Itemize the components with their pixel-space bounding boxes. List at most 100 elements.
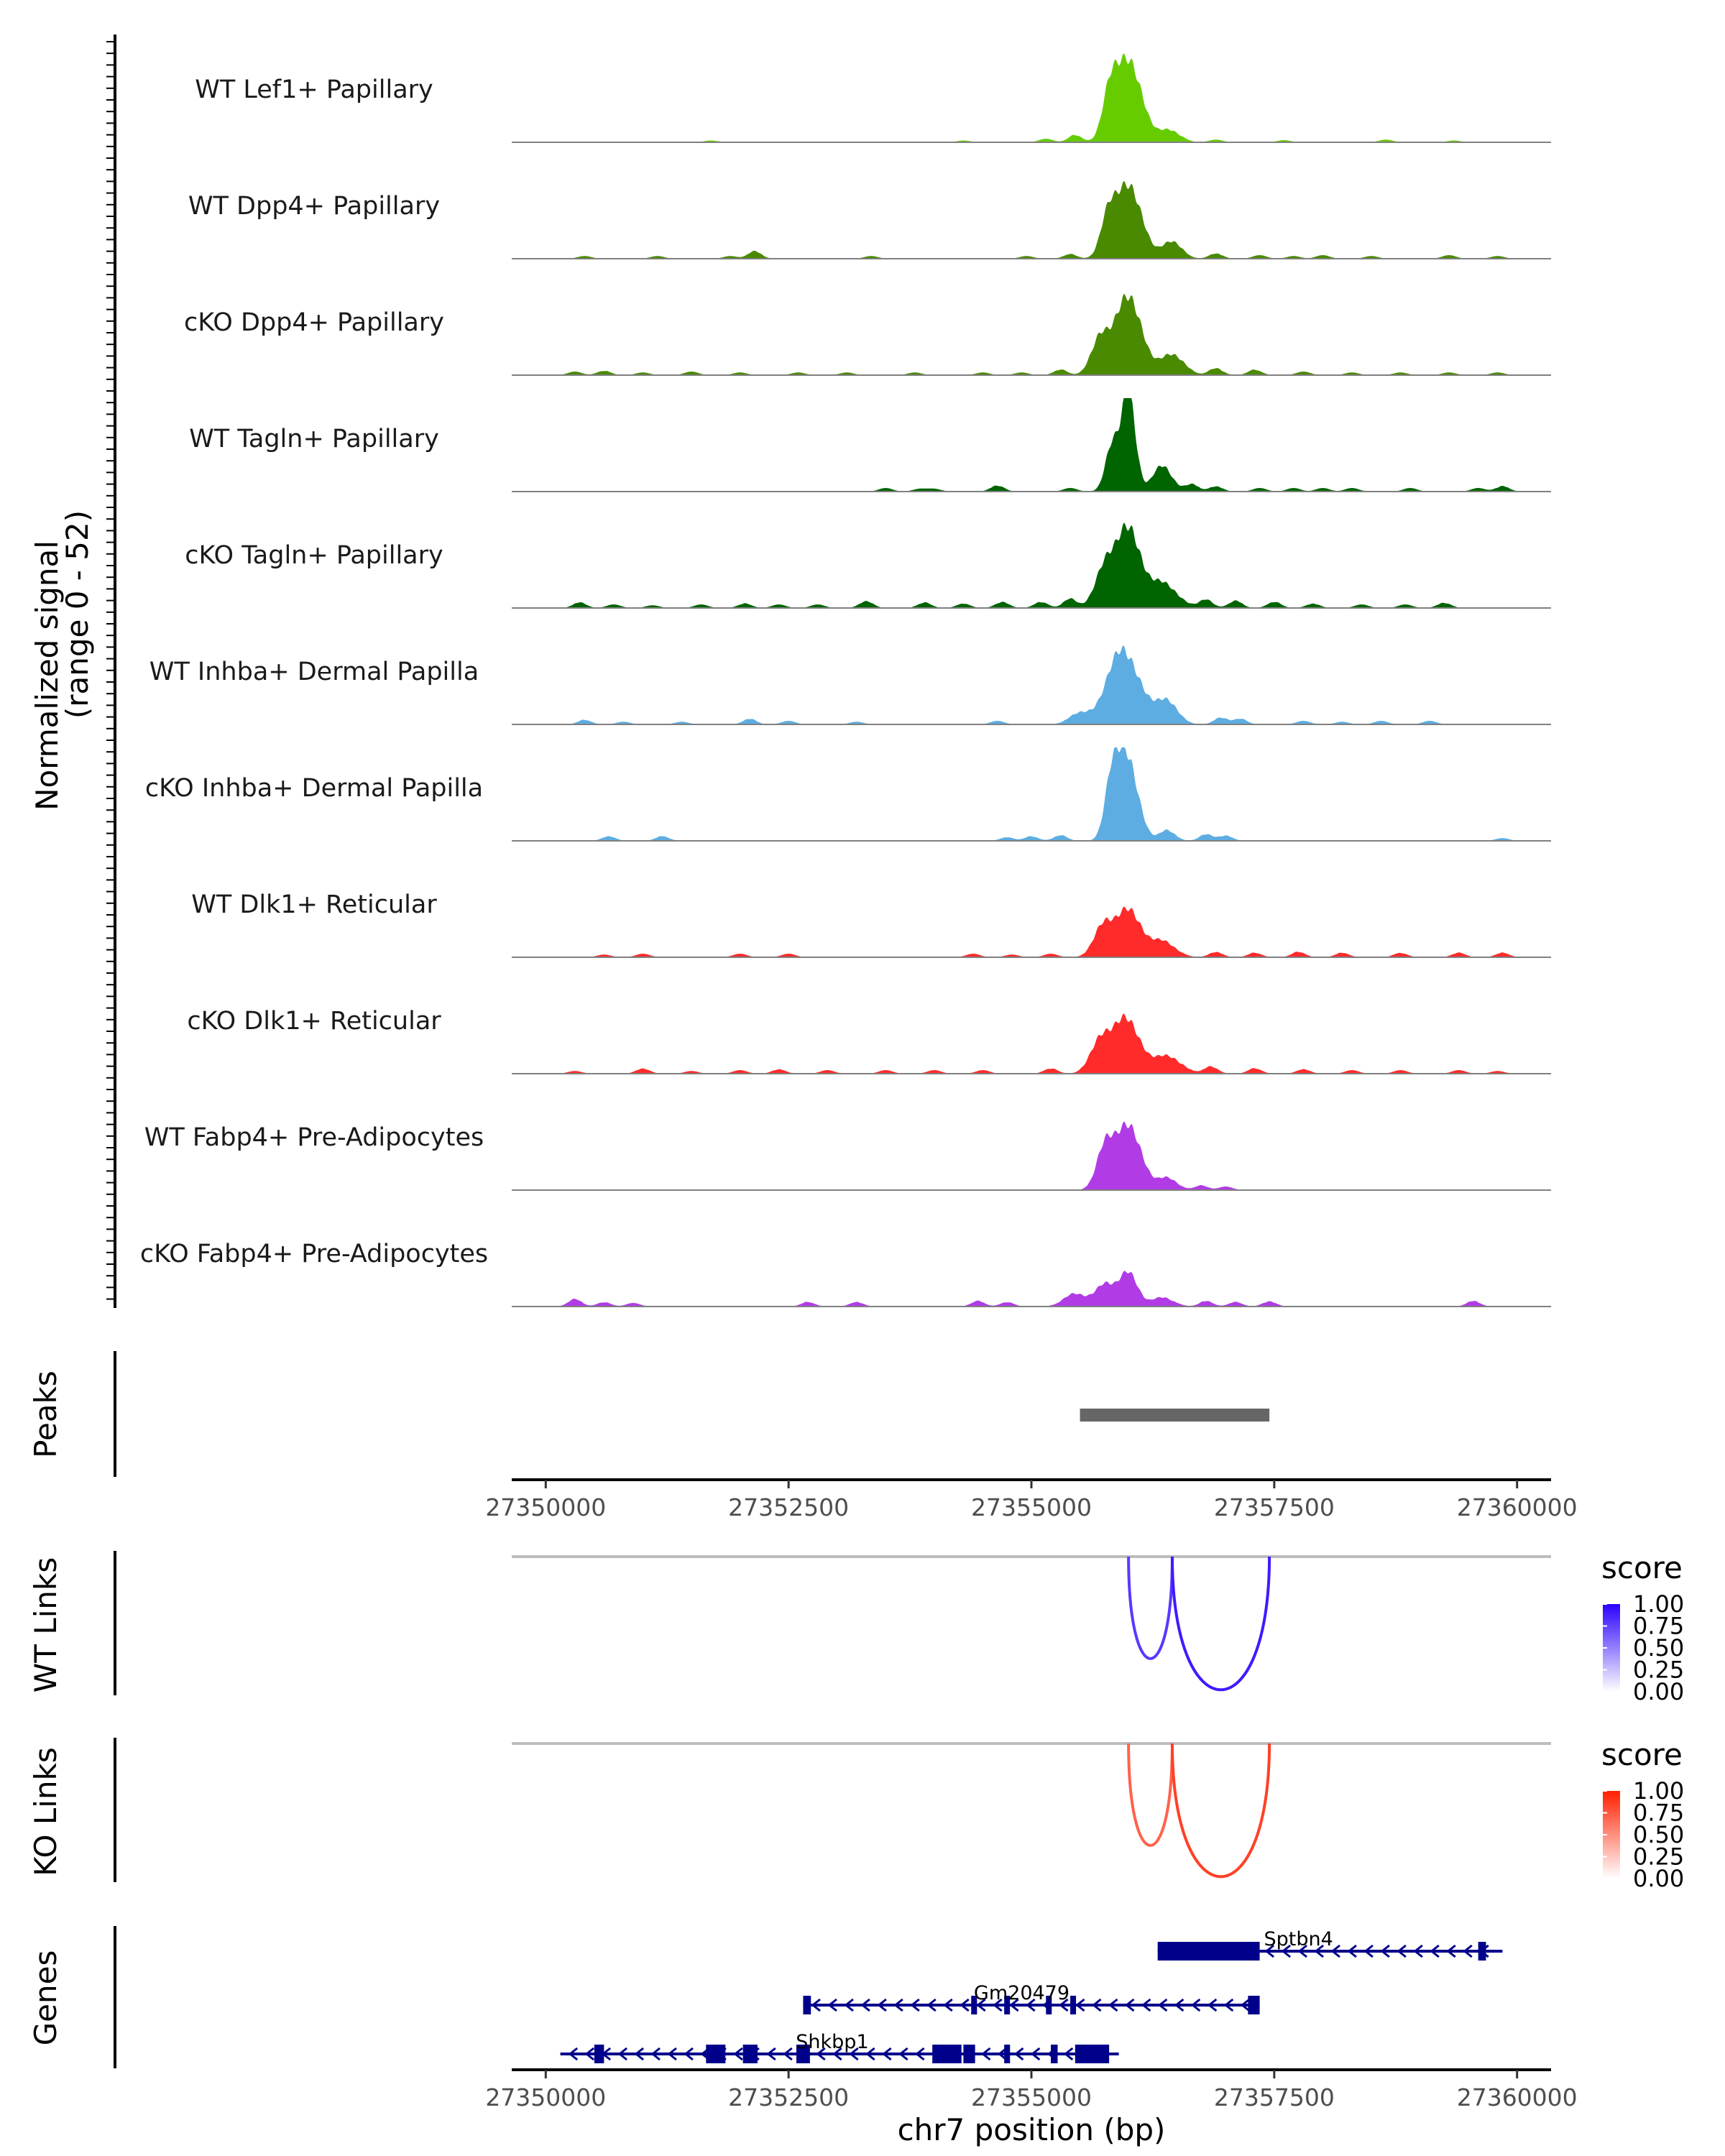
legend-tick-label: 0.00 [1633, 1865, 1684, 1892]
exon [706, 2045, 726, 2063]
legend-tick-label: 0.50 [1633, 1821, 1684, 1848]
strand-arrow [898, 2047, 908, 2061]
x-tick-label: 27350000 [485, 2083, 606, 2111]
track-label: cKO Dpp4+ Papillary [184, 308, 444, 337]
strand-arrow [816, 2047, 826, 2061]
track-7: WT Dlk1+ Reticular [191, 890, 1551, 958]
strand-arrow [1223, 1998, 1234, 2012]
strand-arrow [849, 2047, 859, 2061]
exon [1478, 1942, 1486, 1961]
peaks-label: Peaks [28, 1370, 63, 1458]
strand-arrow [1158, 1998, 1168, 2012]
legend-title: score [1601, 1737, 1683, 1772]
exon [1004, 1996, 1011, 2014]
track-label: cKO Fabp4+ Pre-Adipocytes [140, 1240, 488, 1268]
strand-arrow [617, 2047, 627, 2061]
strand-arrow [650, 2047, 661, 2061]
strand-arrow [844, 1998, 854, 2012]
strand-arrow [1108, 1998, 1118, 2012]
legend-title: score [1601, 1550, 1683, 1585]
gene-Gm20479: Gm20479 [803, 1982, 1260, 2014]
exon [971, 1996, 978, 2014]
coverage-area [512, 645, 1551, 724]
strand-arrow [1014, 2047, 1024, 2061]
x-tick-label: 27360000 [1457, 2083, 1578, 2111]
coverage-area [512, 180, 1551, 259]
legend-tick-label: 0.25 [1633, 1657, 1684, 1684]
track-5: WT Inhba+ Dermal Papilla [150, 645, 1551, 725]
link-legend: score 1.000.750.500.250.00 [1601, 1737, 1684, 1892]
exon [1248, 1996, 1260, 2014]
track-2: cKO Dpp4+ Papillary [184, 294, 1551, 376]
strand-arrow [865, 2047, 875, 2061]
coverage-area [512, 522, 1551, 608]
track-label: cKO Inhba+ Dermal Papilla [145, 774, 483, 803]
strand-arrow [1141, 1998, 1151, 2012]
strand-arrow [860, 1998, 870, 2012]
x-tick-label: 27352500 [728, 1493, 849, 1521]
strand-arrow [1059, 1998, 1069, 2012]
signal-ylabel: Normalized signal [29, 540, 65, 811]
track-label: WT Dpp4+ Papillary [188, 192, 440, 221]
strand-arrow [1026, 1998, 1036, 2012]
strand-arrow [1430, 1944, 1440, 1958]
strand-arrow [1281, 1944, 1292, 1958]
strand-arrow [667, 2047, 677, 2061]
track-label: cKO Tagln+ Papillary [185, 541, 443, 570]
track-10: cKO Fabp4+ Pre-Adipocytes [140, 1240, 1551, 1307]
strand-arrow [1264, 1944, 1275, 1958]
legend-tick-label: 0.50 [1633, 1634, 1684, 1662]
strand-arrow [998, 2047, 1008, 2061]
exon [1070, 1996, 1077, 2014]
x-axis-label: chr7 position (bp) [898, 2112, 1166, 2147]
gene-label: Sptbn4 [1264, 1928, 1333, 1950]
strand-arrow [783, 2047, 793, 2061]
coverage-area [512, 294, 1551, 375]
coverage-area [512, 398, 1551, 492]
strand-arrow [1297, 1944, 1307, 1958]
track-label: WT Lef1+ Papillary [195, 75, 433, 104]
track-4: cKO Tagln+ Papillary [185, 522, 1551, 609]
strand-arrow [634, 2047, 644, 2061]
exon [1046, 1996, 1052, 2014]
strand-arrow [1330, 1944, 1340, 1958]
x-tick-label: 27355000 [971, 2083, 1092, 2111]
strand-arrow [910, 1998, 920, 2012]
strand-arrow [1174, 1998, 1184, 2012]
coverage-area [512, 1271, 1551, 1307]
exon [1157, 1942, 1260, 1961]
x-tick-label: 27357500 [1214, 1493, 1335, 1521]
link-arc [1170, 1743, 1271, 1879]
x-tick-label: 27357500 [1214, 2083, 1335, 2111]
track-6: cKO Inhba+ Dermal Papilla [145, 747, 1551, 842]
link-track-label: KO Links [28, 1747, 63, 1876]
link-track-1: KO Links score 1.000.750.500.250.00 [28, 1737, 1684, 1892]
exon [1004, 2045, 1011, 2063]
strand-arrow [1240, 1998, 1251, 2012]
exon [1075, 2045, 1110, 2063]
strand-arrow [1075, 1998, 1085, 2012]
x-tick-label: 27355000 [971, 1493, 1092, 1521]
strand-arrow [981, 2047, 991, 2061]
strand-arrow [915, 2047, 925, 2061]
strand-arrow [811, 1998, 821, 2012]
coverage-area [512, 906, 1551, 957]
strand-arrow [1125, 1998, 1135, 2012]
link-track-label: WT Links [28, 1557, 63, 1692]
strand-arrow [877, 1998, 887, 2012]
link-arc [1127, 1743, 1174, 1847]
exon [1051, 2045, 1058, 2063]
genes-label: Genes [28, 1950, 63, 2046]
track-9: WT Fabp4+ Pre-Adipocytes [144, 1121, 1551, 1191]
strand-arrow [1463, 1944, 1473, 1958]
gene-Sptbn4: Sptbn4 [1157, 1928, 1503, 1961]
strand-arrow [976, 1998, 986, 2012]
track-1: WT Dpp4+ Papillary [188, 180, 1551, 259]
exon [932, 2045, 962, 2063]
track-label: WT Inhba+ Dermal Papilla [150, 658, 479, 686]
track-label: WT Dlk1+ Reticular [191, 890, 437, 919]
track-label: WT Fabp4+ Pre-Adipocytes [144, 1123, 484, 1152]
exon [742, 2045, 758, 2063]
exon [796, 2045, 810, 2063]
